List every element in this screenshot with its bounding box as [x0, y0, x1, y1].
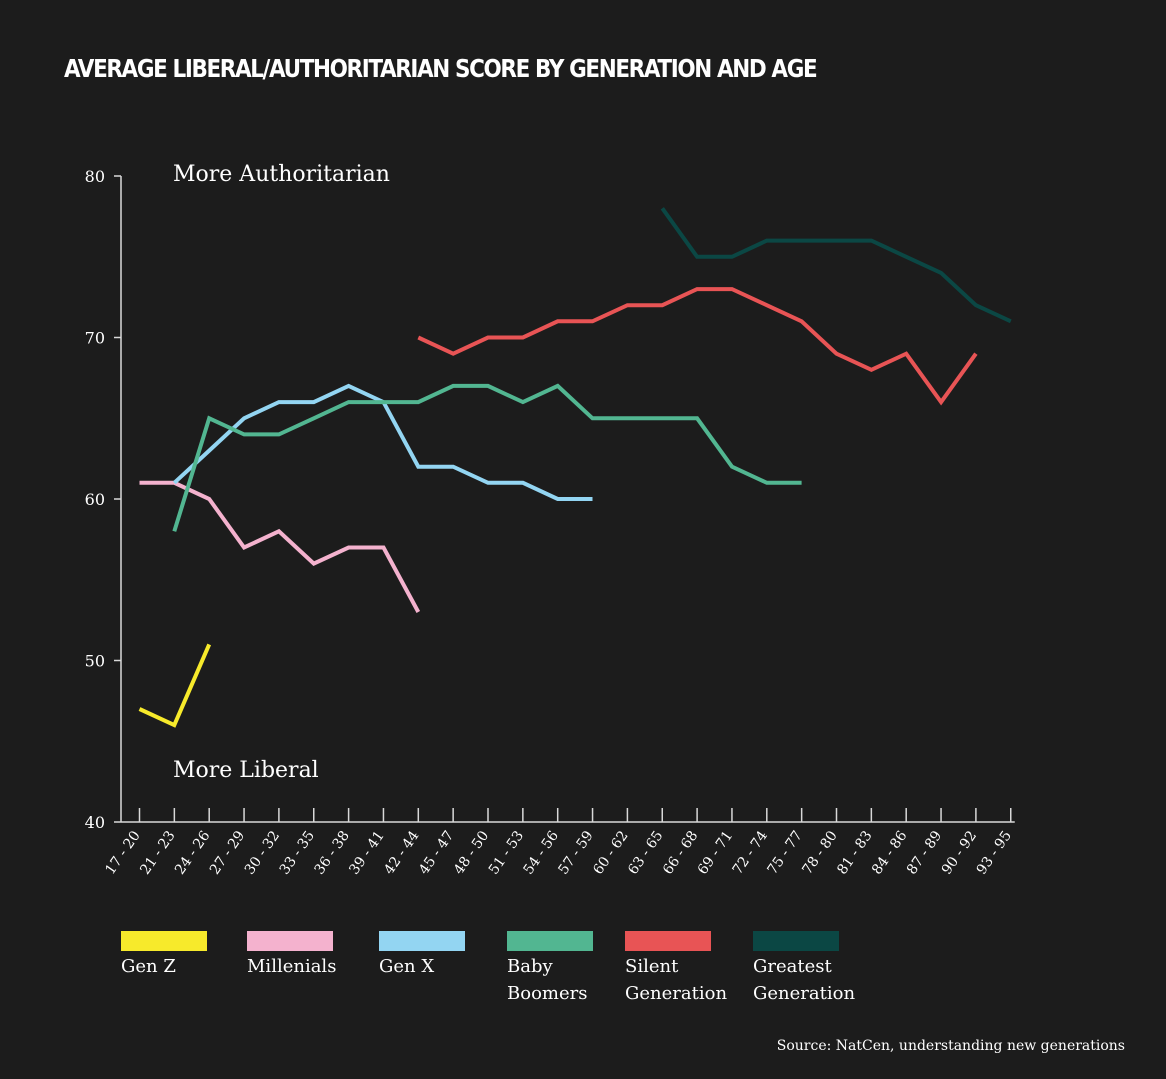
- legend-item-gen-x: Gen X: [379, 931, 489, 980]
- x-tick-label: 27 - 29: [207, 828, 248, 878]
- y-tick-label: 80: [85, 167, 105, 186]
- x-tick-label: 54 - 56: [521, 828, 562, 878]
- legend-swatch: [247, 931, 333, 951]
- legend-swatch: [625, 931, 711, 951]
- x-tick-label: 39 - 41: [346, 828, 387, 878]
- x-tick-label: 60 - 62: [590, 828, 631, 878]
- y-tick-label: 70: [85, 329, 105, 348]
- annotation-more-liberal: More Liberal: [173, 758, 319, 783]
- x-tick-label: 17 - 20: [102, 828, 143, 878]
- x-tick-label: 78 - 80: [799, 828, 840, 878]
- x-tick-label: 69 - 71: [695, 828, 736, 878]
- x-tick-label: 57 - 59: [555, 828, 596, 878]
- x-tick-label: 81 - 83: [834, 828, 875, 878]
- x-tick-label: 24 - 26: [172, 828, 213, 878]
- x-tick-label: 84 - 86: [869, 828, 910, 878]
- x-tick-label: 90 - 92: [939, 828, 980, 878]
- source-note: Source: NatCen, understanding new genera…: [776, 1038, 1125, 1054]
- x-tick-label: 66 - 68: [660, 828, 701, 878]
- y-tick-label: 40: [85, 813, 105, 832]
- legend-swatch: [753, 931, 839, 951]
- series-silent-generation: [417, 287, 978, 406]
- x-tick-label: 87 - 89: [904, 828, 945, 878]
- x-tick-label: 51 - 53: [486, 828, 527, 878]
- legend-swatch: [507, 931, 593, 951]
- series-line-gen-z: [138, 643, 212, 728]
- legend-label: Baby Boomers: [507, 956, 588, 1004]
- y-tick-label: 50: [85, 652, 105, 671]
- legend-item-baby-boomers: Baby Boomers: [507, 931, 617, 1007]
- x-tick-label: 42 - 44: [381, 828, 422, 878]
- legend-item-millenials: Millenials: [247, 931, 357, 980]
- legend-item-silent-generation: Silent Generation: [625, 931, 735, 1007]
- x-tick-label: 75 - 77: [765, 828, 806, 878]
- legend-item-gen-z: Gen Z: [121, 931, 231, 980]
- x-tick-label: 48 - 50: [451, 828, 492, 878]
- legend-label: Gen Z: [121, 956, 176, 977]
- x-tick-label: 72 - 74: [730, 828, 771, 878]
- annotation-more-authoritarian: More Authoritarian: [173, 162, 390, 187]
- legend-swatch: [121, 931, 207, 951]
- series-baby-boomers: [172, 383, 802, 532]
- legend-swatch: [379, 931, 465, 951]
- x-tick-label: 30 - 32: [242, 828, 283, 878]
- x-tick-label: 33 - 35: [277, 828, 318, 878]
- legend-label: Gen X: [379, 956, 435, 977]
- y-tick-label: 60: [85, 490, 105, 509]
- legend: Gen Z Millenials Gen X Baby Boomers Silent G…: [0, 931, 1166, 1021]
- series-gen-z: [138, 643, 212, 728]
- series-line-baby-boomers: [172, 383, 802, 532]
- x-tick-label: 36 - 38: [312, 828, 353, 878]
- x-tick-label: 21 - 23: [137, 828, 178, 878]
- chart-title: AVERAGE LIBERAL/AUTHORITARIAN SCORE BY G…: [64, 54, 818, 83]
- series-millenials: [139, 480, 421, 613]
- x-tick-label: 93 - 95: [974, 828, 1015, 878]
- x-tick-label: 45 - 47: [416, 828, 457, 878]
- legend-label: Greatest Generation: [753, 956, 856, 1004]
- legend-label: Millenials: [247, 956, 337, 977]
- legend-label: Silent Generation: [625, 956, 728, 1004]
- series-greatest-generation: [660, 207, 1012, 324]
- x-tick-label: 63 - 65: [625, 828, 666, 878]
- series-line-silent-generation: [417, 287, 978, 406]
- series-line-greatest-generation: [660, 207, 1012, 324]
- legend-item-greatest-generation: Greatest Generation: [753, 931, 863, 1007]
